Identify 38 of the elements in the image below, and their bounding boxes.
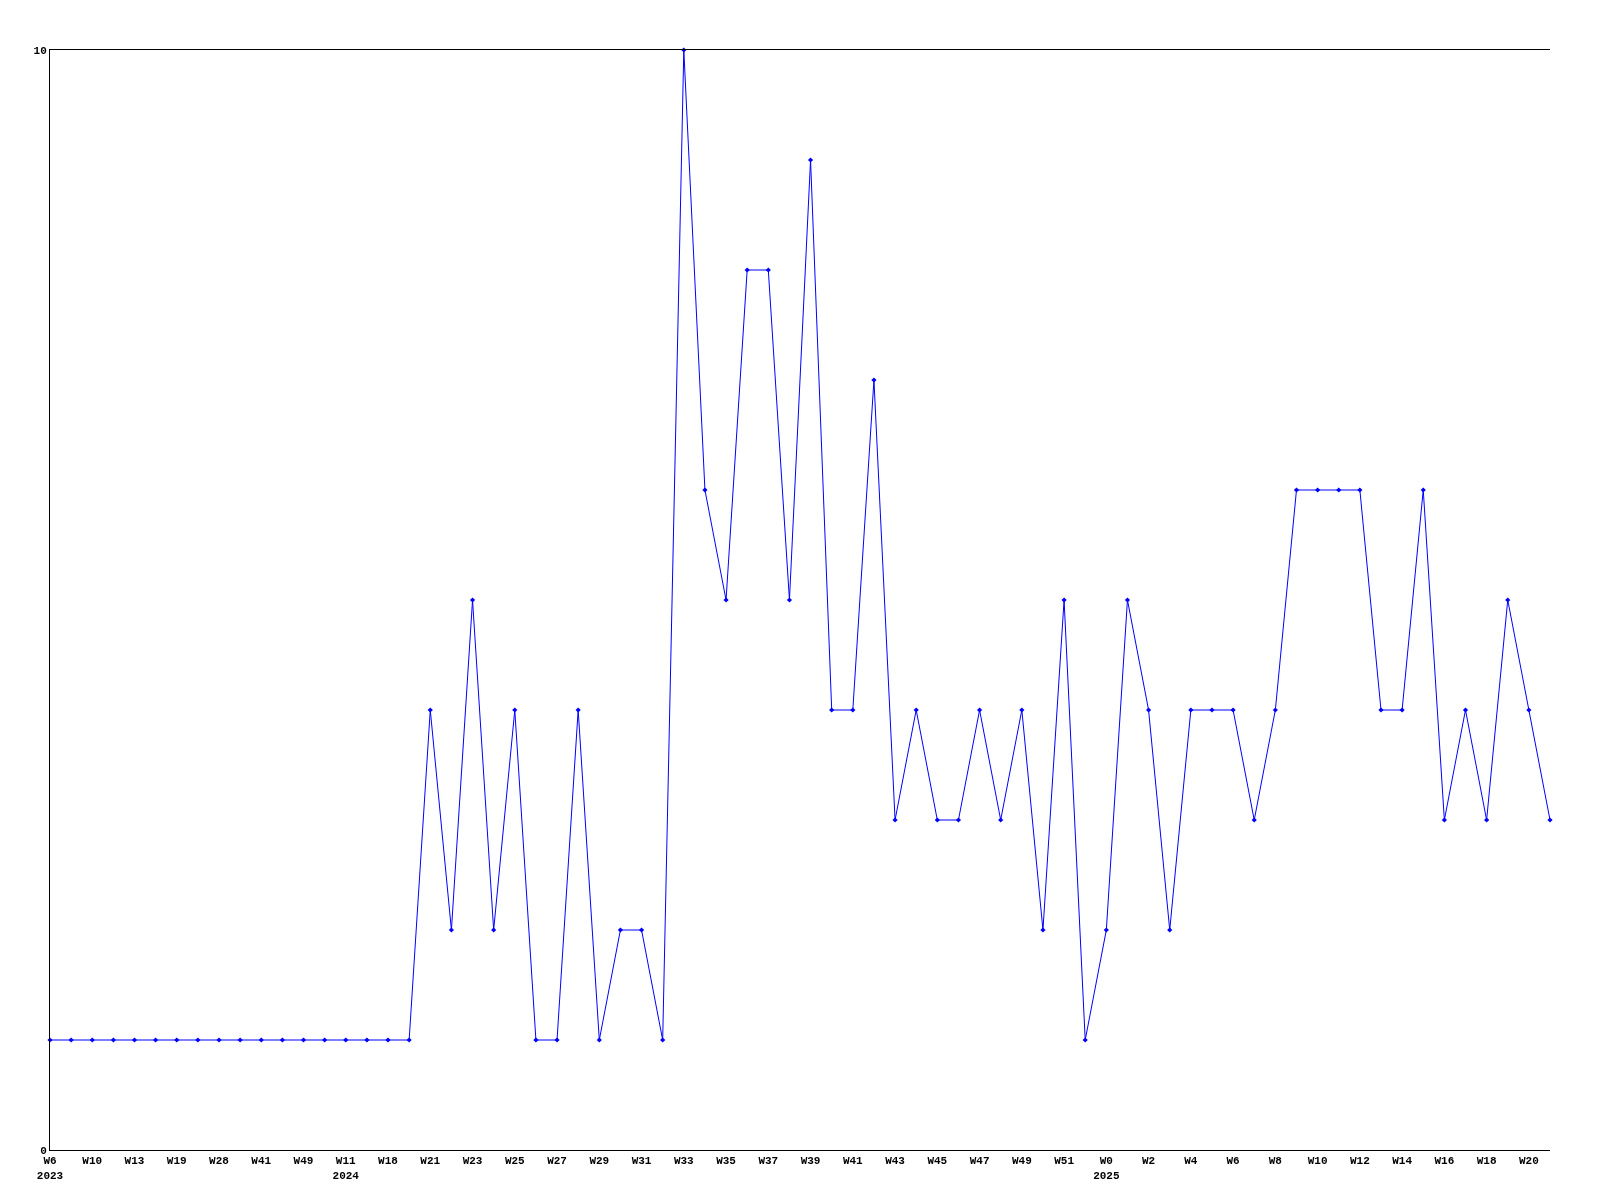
x-tick-label: W23 — [462, 1155, 483, 1168]
x-tick-label: W25 — [504, 1155, 526, 1168]
x-tick-label: W31 — [631, 1155, 652, 1168]
x-tick-label: W33 — [673, 1155, 695, 1168]
x-tick-label: W19 — [166, 1155, 187, 1168]
y-tick-label: 10 — [33, 44, 47, 57]
x-tick-label: W51 — [1054, 1155, 1075, 1168]
x-tick-label: W49 — [1011, 1155, 1032, 1168]
x-tick-label: W10 — [1307, 1155, 1328, 1168]
x-tick-label: W12 — [1349, 1155, 1370, 1168]
x-tick-label: W27 — [547, 1155, 567, 1168]
x-tick-label: W47 — [969, 1155, 990, 1168]
x-tick-label: W29 — [589, 1155, 610, 1168]
x-tick-label: W2 — [1141, 1155, 1156, 1168]
y-tick-label: 0 — [40, 1144, 47, 1157]
x-tick-label: W14 — [1392, 1155, 1413, 1168]
x-tick-label: W10 — [82, 1155, 103, 1168]
x-tick-label: W11 2024 — [332, 1155, 360, 1182]
x-tick-label: W39 — [800, 1155, 821, 1168]
x-tick-label: W6 — [1226, 1155, 1240, 1168]
x-tick-label: W16 — [1434, 1155, 1455, 1168]
x-tick-label: W41 — [842, 1155, 864, 1168]
x-tick-label: W35 — [716, 1155, 737, 1168]
x-tick-label: W45 — [927, 1155, 948, 1168]
x-tick-label: W49 — [293, 1155, 314, 1168]
x-tick-label: W21 — [420, 1155, 441, 1168]
x-tick-label: W41 — [251, 1155, 272, 1168]
x-tick-label: W0 2025 — [1093, 1155, 1120, 1182]
x-tick-label: W4 — [1184, 1155, 1198, 1168]
x-tick-label: W6 2023 — [36, 1155, 64, 1182]
x-tick-label: W18 — [1476, 1155, 1497, 1168]
x-tick-label: W13 — [124, 1155, 145, 1168]
x-tick-label: W8 — [1268, 1155, 1283, 1168]
x-tick-label: W18 — [378, 1155, 399, 1168]
x-tick-label: W37 — [758, 1155, 779, 1168]
x-tick-label: W20 — [1518, 1155, 1539, 1168]
x-tick-label: W28 — [209, 1155, 230, 1168]
x-tick-label: W43 — [885, 1155, 906, 1168]
